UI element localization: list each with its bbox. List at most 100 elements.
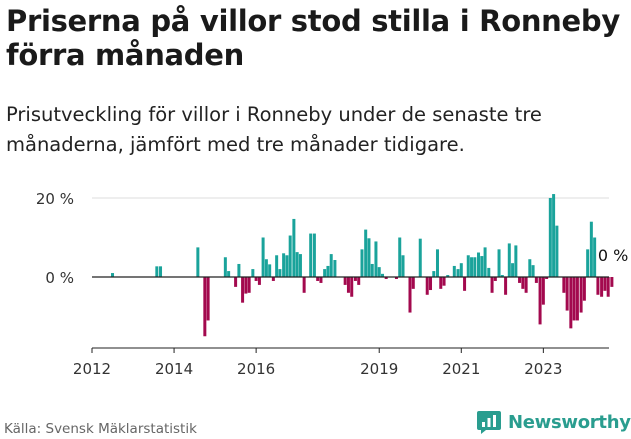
bar [312, 233, 316, 277]
bar [575, 277, 579, 321]
bar [524, 277, 528, 293]
bar [429, 277, 433, 291]
bar [610, 277, 614, 287]
bar [493, 277, 497, 281]
bar [370, 263, 374, 277]
bar [596, 277, 600, 295]
bar [343, 277, 347, 285]
bar [541, 277, 545, 305]
bar [278, 269, 282, 277]
bar [292, 218, 296, 277]
bar [606, 277, 610, 297]
bar [398, 237, 402, 277]
bar [271, 277, 275, 281]
bar [582, 277, 586, 301]
bar [435, 249, 439, 277]
bar [377, 267, 381, 277]
bar [346, 277, 350, 293]
bar [244, 277, 248, 294]
bar [353, 277, 357, 281]
bar [285, 255, 289, 277]
bar [562, 277, 566, 293]
x-tick-label: 2021 [442, 360, 480, 378]
bar [511, 263, 515, 277]
bar [470, 257, 474, 277]
bar [497, 249, 501, 277]
bar [504, 277, 508, 295]
bar [384, 277, 388, 279]
bar [282, 253, 286, 277]
bar [326, 265, 330, 277]
brand-logo[interactable]: Newsworthy [476, 407, 631, 437]
bar [534, 277, 538, 283]
bar [432, 271, 436, 277]
newsworthy-logo-icon [477, 411, 501, 434]
bar [463, 277, 467, 291]
bar [545, 277, 549, 279]
bar [288, 235, 292, 277]
bar [374, 241, 378, 277]
bar [531, 265, 535, 277]
bar [528, 259, 532, 277]
bar [251, 269, 255, 277]
bar [514, 245, 518, 277]
bar [247, 277, 251, 293]
bar [203, 277, 207, 337]
bar [394, 277, 398, 279]
bar [500, 275, 504, 277]
bar [411, 277, 415, 289]
bar [490, 277, 494, 293]
bar [565, 277, 569, 311]
bar [473, 257, 477, 277]
x-tick-label: 2012 [73, 360, 111, 378]
bar [257, 277, 261, 285]
bar [360, 249, 364, 277]
bar [350, 277, 354, 297]
bar [155, 266, 159, 277]
bar [446, 275, 450, 277]
bar [111, 273, 115, 277]
bar [237, 263, 241, 277]
bar [538, 277, 542, 325]
bar [309, 233, 313, 277]
bar [329, 254, 333, 277]
bar [357, 277, 361, 285]
x-tick-label: 2016 [237, 360, 275, 378]
chart-subtitle: Prisutveckling för villor i Ronneby unde… [6, 103, 542, 156]
bar [316, 277, 320, 281]
bar [268, 264, 272, 277]
bar [466, 255, 470, 277]
source-text: Källa: Svensk Mäklarstatistik [4, 421, 197, 437]
x-tick-label: 2019 [360, 360, 398, 378]
bar [408, 277, 412, 313]
bar [254, 277, 258, 281]
bar [456, 269, 460, 277]
bar [548, 198, 552, 277]
bar [196, 247, 200, 277]
latest-value-annotation: 0 % [598, 246, 628, 265]
bar [275, 255, 279, 277]
bar [223, 257, 227, 277]
bar [333, 260, 337, 277]
bar [507, 243, 511, 277]
bar [555, 225, 559, 277]
bar [477, 252, 481, 277]
bar [552, 194, 556, 277]
bar [264, 259, 268, 277]
bar [261, 237, 265, 277]
bar [593, 237, 597, 277]
bar [302, 277, 306, 293]
bar [572, 277, 576, 321]
bar [401, 255, 405, 277]
bar [159, 266, 163, 277]
y-tick-label: 20 % [36, 190, 74, 208]
bar [589, 221, 593, 277]
bar [518, 277, 522, 283]
bar [579, 277, 583, 313]
x-tick-label: 2014 [155, 360, 193, 378]
bar [418, 238, 422, 277]
x-tick-label: 2023 [524, 360, 562, 378]
bar [227, 271, 231, 277]
bar [586, 249, 590, 277]
bar [319, 277, 323, 283]
